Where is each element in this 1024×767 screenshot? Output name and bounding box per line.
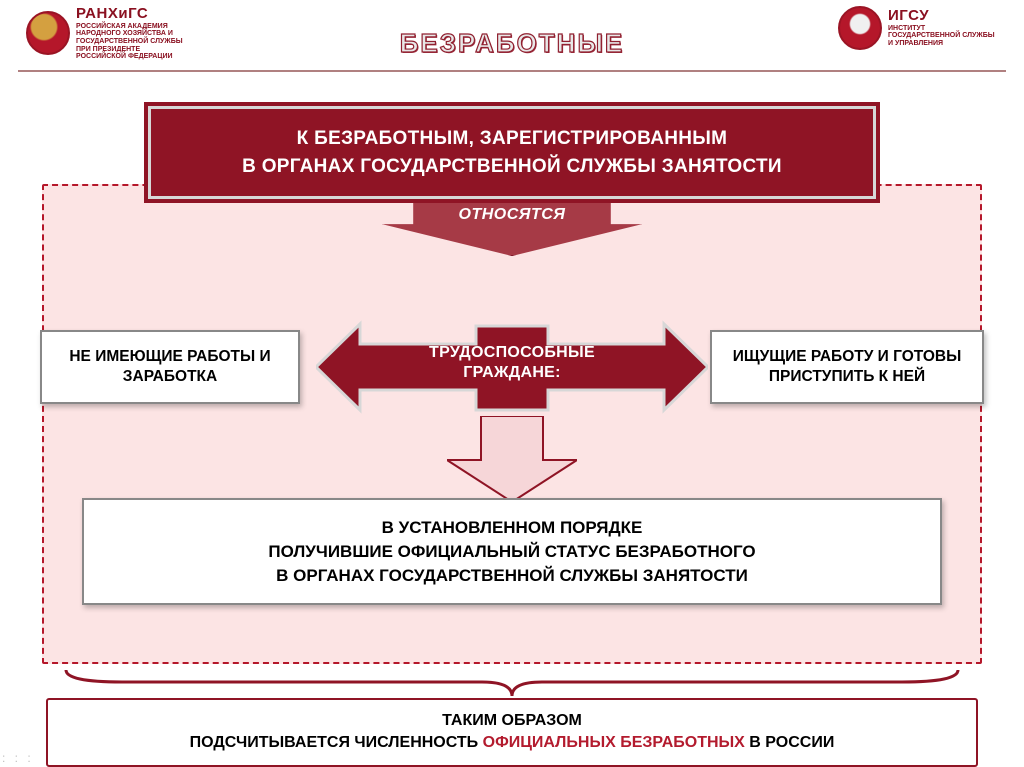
top-box-line2: В ОРГАНАХ ГОСУДАРСТВЕННОЙ СЛУЖБЫ ЗАНЯТОС…	[171, 153, 853, 181]
slide-header: РАНХиГС РОССИЙСКАЯ АКАДЕМИЯ НАРОДНОГО ХО…	[18, 0, 1006, 72]
curly-bracket	[62, 668, 962, 698]
center-double-arrow: ТРУДОСПОСОБНЫЕ ГРАЖДАНЕ:	[316, 314, 708, 420]
top-box-line1: К БЕЗРАБОТНЫМ, ЗАРЕГИСТРИРОВАННЫМ	[171, 125, 853, 153]
summary-2a: ПОДСЧИТЫВАЕТСЯ ЧИСЛЕННОСТЬ	[190, 734, 483, 751]
ranepa-emblem-icon	[26, 11, 70, 55]
summary-2c: В РОССИИ	[745, 734, 834, 751]
criteria-left-box: НЕ ИМЕЮЩИЕ РАБОТЫ И ЗАРАБОТКА	[40, 330, 300, 404]
top-definition-box: К БЕЗРАБОТНЫМ, ЗАРЕГИСТРИРОВАННЫМ В ОРГА…	[148, 106, 876, 199]
diagram-canvas: К БЕЗРАБОТНЫМ, ЗАРЕГИСТРИРОВАННЫМ В ОРГА…	[42, 106, 982, 746]
logo-left-sub: РОССИЙСКАЯ АКАДЕМИЯ НАРОДНОГО ХОЗЯЙСТВА …	[76, 23, 183, 61]
igsu-emblem-icon	[838, 6, 882, 50]
logo-right-sub: ИНСТИТУТ ГОСУДАРСТВЕННОЙ СЛУЖБЫ И УПРАВЛ…	[888, 25, 995, 47]
summary-line2: ПОДСЧИТЫВАЕТСЯ ЧИСЛЕННОСТЬ ОФИЦИАЛЬНЫХ Б…	[66, 732, 958, 754]
status-line1: В УСТАНОВЛЕННОМ ПОРЯДКЕ	[108, 516, 916, 540]
relate-label: ОТНОСЯТСЯ	[382, 206, 642, 224]
official-status-box: В УСТАНОВЛЕННОМ ПОРЯДКЕ ПОЛУЧИВШИЕ ОФИЦИ…	[82, 498, 942, 605]
logo-left: РАНХиГС РОССИЙСКАЯ АКАДЕМИЯ НАРОДНОГО ХО…	[26, 6, 186, 61]
status-line3: В ОРГАНАХ ГОСУДАРСТВЕННОЙ СЛУЖБЫ ЗАНЯТОС…	[108, 564, 916, 588]
logo-right: ИГСУ ИНСТИТУТ ГОСУДАРСТВЕННОЙ СЛУЖБЫ И У…	[838, 6, 998, 50]
status-line2: ПОЛУЧИВШИЕ ОФИЦИАЛЬНЫЙ СТАТУС БЕЗРАБОТНО…	[108, 540, 916, 564]
summary-box: ТАКИМ ОБРАЗОМ ПОДСЧИТЫВАЕТСЯ ЧИСЛЕННОСТЬ…	[46, 698, 978, 767]
slide-title: БЕЗРАБОТНЫЕ	[400, 28, 625, 59]
bracket-icon	[62, 668, 962, 698]
logo-right-name: ИГСУ	[888, 8, 998, 25]
logo-left-text: РАНХиГС РОССИЙСКАЯ АКАДЕМИЯ НАРОДНОГО ХО…	[76, 6, 186, 61]
summary-2b: ОФИЦИАЛЬНЫХ БЕЗРАБОТНЫХ	[483, 734, 745, 751]
summary-line1: ТАКИМ ОБРАЗОМ	[66, 710, 958, 732]
footer-dots-icon: : : :	[2, 751, 34, 765]
center-label: ТРУДОСПОСОБНЫЕ ГРАЖДАНЕ:	[402, 343, 622, 384]
logo-right-text: ИГСУ ИНСТИТУТ ГОСУДАРСТВЕННОЙ СЛУЖБЫ И У…	[888, 8, 998, 48]
criteria-row: НЕ ИМЕЮЩИЕ РАБОТЫ И ЗАРАБОТКА ТРУДОСПОСО…	[42, 314, 982, 434]
relate-arrow: ОТНОСЯТСЯ	[382, 198, 642, 256]
logo-left-name: РАНХиГС	[76, 6, 186, 23]
criteria-right-box: ИЩУЩИЕ РАБОТУ И ГОТОВЫ ПРИСТУПИТЬ К НЕЙ	[710, 330, 984, 404]
